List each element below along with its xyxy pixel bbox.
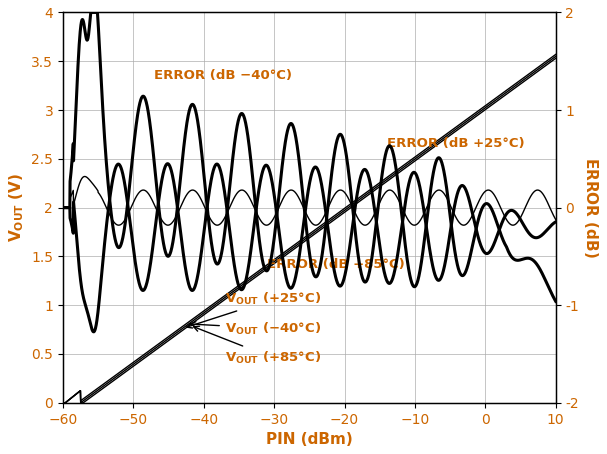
X-axis label: PIN (dBm): PIN (dBm) xyxy=(266,432,353,447)
Text: ERROR (dB +25°C): ERROR (dB +25°C) xyxy=(387,137,524,150)
Text: $\mathbf{V_{OUT}}$ (−40°C): $\mathbf{V_{OUT}}$ (−40°C) xyxy=(191,321,321,336)
Text: ERROR (dB −40°C): ERROR (dB −40°C) xyxy=(154,69,293,82)
Text: $\mathbf{V_{OUT}}$ (+25°C): $\mathbf{V_{OUT}}$ (+25°C) xyxy=(187,291,321,328)
Text: ERROR (dB +85°C): ERROR (dB +85°C) xyxy=(267,258,405,271)
Text: $\mathbf{V_{OUT}}$ (+85°C): $\mathbf{V_{OUT}}$ (+85°C) xyxy=(194,326,321,366)
Y-axis label: $\mathbf{V_{OUT}}$ (V): $\mathbf{V_{OUT}}$ (V) xyxy=(7,173,25,242)
Y-axis label: $\mathbf{ERROR}$ (dB): $\mathbf{ERROR}$ (dB) xyxy=(582,157,600,258)
